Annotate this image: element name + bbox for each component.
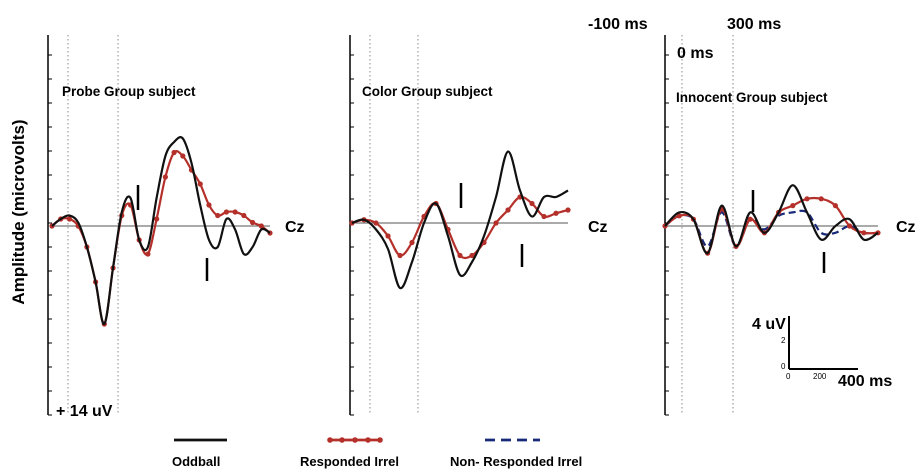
- series-line-oddball: [664, 184, 879, 255]
- series-point-responded-irrel: [847, 223, 853, 229]
- scale-bar: 4 uV 2 0 0 200 400 ms: [752, 316, 892, 390]
- panel-innocent-group: Innocent Group subject Cz: [662, 35, 916, 416]
- series-point-responded-irrel: [861, 230, 867, 236]
- series-point-responded-irrel: [206, 202, 212, 208]
- series-point-responded-irrel: [223, 209, 229, 215]
- series-point-responded-irrel: [541, 213, 547, 220]
- legend-label-oddball: Oddball: [172, 454, 220, 469]
- scale-x-0: 0: [786, 372, 791, 381]
- panel-title: Probe Group subject: [62, 84, 196, 99]
- channel-label: Cz: [588, 219, 608, 236]
- series-point-responded-irrel: [373, 220, 379, 226]
- series-point-responded-irrel: [832, 203, 839, 209]
- series-point-responded-irrel: [171, 149, 177, 156]
- series-point-responded-irrel: [232, 209, 238, 215]
- panel-title: Innocent Group subject: [676, 90, 828, 105]
- legend-label-non_responded_irrel: Non- Responded Irrel: [450, 454, 582, 469]
- series-point-responded-irrel: [553, 210, 559, 216]
- series-point-responded-irrel: [154, 216, 160, 222]
- time-label-minus100: -100 ms: [588, 16, 648, 33]
- series-point-responded-irrel: [385, 233, 391, 239]
- series-line-oddball: [51, 136, 271, 326]
- time-label-300: 300 ms: [727, 16, 781, 33]
- legend-marker: [327, 437, 333, 443]
- panel-title: Color Group subject: [362, 84, 493, 99]
- series-point-responded-irrel: [747, 216, 753, 222]
- scale-tick-2: 2: [781, 336, 786, 345]
- channel-label: Cz: [285, 219, 305, 236]
- series-line-oddball: [351, 150, 569, 290]
- time-label-0: 0 ms: [677, 45, 714, 62]
- series-point-responded-irrel: [258, 223, 264, 229]
- scale-tick-0: 0: [781, 362, 786, 371]
- series-point-responded-irrel: [241, 212, 247, 219]
- series-point-responded-irrel: [505, 207, 511, 213]
- series-point-responded-irrel: [790, 203, 796, 209]
- legend-marker: [377, 437, 383, 443]
- legend: Oddball Responded Irrel Non- Responded Irr…: [172, 437, 582, 469]
- series-point-responded-irrel: [493, 220, 499, 226]
- series-point-responded-irrel: [469, 252, 475, 259]
- series-point-responded-irrel: [529, 200, 535, 207]
- legend-label-responded_irrel: Responded Irrel: [300, 454, 399, 469]
- series-point-responded-irrel: [180, 153, 186, 159]
- series-point-responded-irrel: [397, 252, 403, 259]
- series-point-responded-irrel: [197, 181, 203, 187]
- series-point-responded-irrel: [457, 252, 463, 259]
- channel-label: Cz: [896, 219, 916, 236]
- series-point-responded-irrel: [145, 251, 151, 257]
- series-point-responded-irrel: [409, 239, 415, 246]
- series-point-responded-irrel: [249, 219, 256, 226]
- series-point-responded-irrel: [162, 174, 168, 180]
- legend-marker: [365, 437, 371, 443]
- series-point-responded-irrel: [215, 212, 221, 219]
- series-point-responded-irrel: [676, 213, 682, 219]
- series-point-responded-irrel: [565, 207, 571, 213]
- panel-color-group: Color Group subject Cz: [349, 35, 608, 416]
- scale-ms-label: 400 ms: [838, 373, 892, 390]
- legend-marker: [339, 437, 345, 443]
- series-point-responded-irrel: [804, 196, 810, 202]
- scale-x-200: 200: [813, 372, 827, 381]
- series-point-responded-irrel: [818, 196, 824, 202]
- series-point-responded-irrel: [66, 216, 73, 222]
- amplitude-scale-label: + 14 uV: [56, 403, 113, 420]
- panel-probe-group: Probe Group subject Cz: [47, 35, 305, 416]
- scale-uv-label: 4 uV: [752, 316, 786, 333]
- y-axis-label: Amplitude (microvolts): [9, 119, 28, 304]
- legend-marker: [352, 437, 358, 443]
